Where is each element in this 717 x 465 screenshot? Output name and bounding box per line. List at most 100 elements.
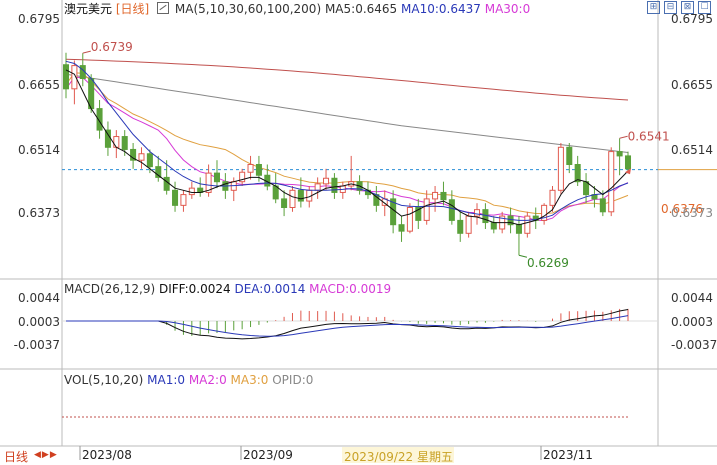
candle-body bbox=[465, 215, 472, 234]
current-price-label: 0.6376 bbox=[661, 202, 703, 216]
price-annotations: 0.6739 0.6541 0.6269 0.6376 bbox=[82, 40, 703, 270]
date-tick: 2023/09 bbox=[243, 448, 293, 462]
high-annotation: 0.6739 bbox=[91, 40, 133, 54]
candle-body bbox=[213, 172, 221, 183]
candle-body bbox=[473, 209, 481, 217]
candle-body bbox=[524, 215, 531, 234]
period-tag[interactable]: [日线] bbox=[115, 2, 150, 16]
vol-opid: OPID:0 bbox=[272, 373, 314, 387]
ma30-value: MA30:0 bbox=[484, 2, 531, 16]
diff-value: DIFF:0.0024 bbox=[158, 282, 231, 296]
candle-body bbox=[314, 183, 321, 191]
dea-line bbox=[66, 315, 629, 337]
candle-body bbox=[331, 177, 338, 193]
macd-tick-right: -0.0037 bbox=[671, 338, 717, 352]
ma200-line bbox=[65, 58, 629, 101]
price-tick-left: 0.6514 bbox=[18, 143, 60, 157]
date-tick: 2023/11 bbox=[543, 448, 593, 462]
recent-high-annotation: 0.6541 bbox=[628, 129, 670, 143]
candle-body bbox=[490, 222, 497, 230]
reset-icon[interactable]: ⊠ bbox=[681, 1, 694, 14]
candle-body bbox=[599, 198, 606, 213]
ma10-line bbox=[65, 60, 629, 221]
candle-body bbox=[104, 129, 111, 148]
candle-body bbox=[96, 108, 103, 131]
candle-body bbox=[180, 194, 187, 206]
ma5-value: MA5:0.6465 bbox=[324, 2, 398, 16]
candle-body bbox=[406, 207, 413, 232]
candle-body bbox=[432, 191, 439, 200]
candle-body bbox=[205, 172, 212, 193]
long-moving-averages bbox=[65, 58, 629, 222]
candle-body bbox=[566, 146, 573, 166]
macd-value: MACD:0.0019 bbox=[309, 282, 392, 296]
chart-header: 澳元美元 [日线] MA(5,10,30,60,100,200) MA5:0.6… bbox=[64, 2, 530, 16]
chart-toolbar: ⊞ ⊟ ⊠ ☐ bbox=[647, 1, 711, 14]
candle-body bbox=[574, 164, 581, 183]
ma60-line bbox=[65, 72, 629, 214]
candle-body bbox=[557, 146, 564, 191]
candle-body bbox=[281, 198, 288, 208]
vol-ma2: MA2:0 bbox=[188, 373, 227, 387]
scroll-arrows-icon[interactable]: ◀▶▶ bbox=[34, 450, 58, 460]
date-tick: 2023/08 bbox=[82, 448, 132, 462]
macd-tick-left: 0.0003 bbox=[18, 315, 60, 329]
diff-line bbox=[66, 309, 629, 340]
candle-body bbox=[448, 199, 455, 221]
low-marker bbox=[518, 254, 528, 258]
macd-tick-left: -0.0037 bbox=[13, 338, 60, 352]
candle-body bbox=[415, 207, 422, 221]
price-tick-right: 0.6655 bbox=[671, 78, 713, 92]
candlestick-series bbox=[62, 52, 632, 256]
dea-value: DEA:0.0014 bbox=[234, 282, 306, 296]
price-tick-left: 0.6795 bbox=[18, 12, 60, 26]
macd-panel bbox=[62, 308, 658, 340]
last-price-arrow-icon bbox=[625, 168, 631, 175]
ma30-line bbox=[65, 76, 629, 222]
high-marker bbox=[82, 50, 91, 54]
candle-body bbox=[515, 224, 522, 234]
zoom-in-icon[interactable]: ⊞ bbox=[647, 1, 660, 14]
ma5-line bbox=[65, 69, 629, 226]
price-tick-right: 0.6795 bbox=[671, 12, 713, 26]
candle-body bbox=[624, 155, 632, 170]
zoom-out-icon[interactable]: ⊟ bbox=[664, 1, 677, 14]
crosshair-date-bg bbox=[342, 447, 454, 463]
ma100-line bbox=[65, 73, 629, 153]
macd-tick-left: 0.0044 bbox=[18, 291, 60, 305]
vol-ma3: MA3:0 bbox=[230, 373, 269, 387]
candle-body bbox=[163, 176, 170, 191]
candle-body bbox=[423, 198, 430, 221]
macd-params: MACD(26,12,9) bbox=[64, 282, 156, 296]
crosshair-date: 2023/09/22 星期五 bbox=[344, 450, 453, 464]
candle-body bbox=[113, 136, 120, 148]
fullscreen-icon[interactable]: ☐ bbox=[698, 1, 711, 14]
candle-body bbox=[549, 189, 556, 206]
candle-body bbox=[121, 136, 128, 150]
candle-body bbox=[616, 151, 623, 157]
candle-body bbox=[138, 153, 145, 161]
symbol-name: 澳元美元 bbox=[64, 2, 113, 16]
candle-body bbox=[155, 166, 162, 178]
ma-icon bbox=[157, 2, 170, 14]
candle-body bbox=[247, 164, 254, 173]
candle-body bbox=[255, 164, 262, 176]
candle-body bbox=[457, 219, 464, 234]
period-selector[interactable]: 日线 bbox=[4, 450, 29, 464]
candle-body bbox=[130, 148, 137, 161]
short-moving-averages bbox=[65, 60, 629, 226]
macd-tick-right: 0.0044 bbox=[671, 291, 713, 305]
macd-tick-right: 0.0003 bbox=[671, 315, 713, 329]
candle-body bbox=[323, 177, 330, 185]
macd-header: MACD(26,12,9) DIFF:0.0024 DEA:0.0014 MAC… bbox=[64, 282, 391, 296]
candle-body bbox=[297, 189, 304, 202]
price-tick-left: 0.6373 bbox=[18, 206, 60, 220]
candle-body bbox=[188, 187, 195, 196]
price-tick-right: 0.6373 bbox=[671, 206, 713, 220]
candle-body bbox=[507, 215, 514, 226]
candle-body bbox=[608, 151, 615, 213]
low-annotation: 0.6269 bbox=[527, 256, 569, 270]
candle-body bbox=[146, 153, 153, 168]
